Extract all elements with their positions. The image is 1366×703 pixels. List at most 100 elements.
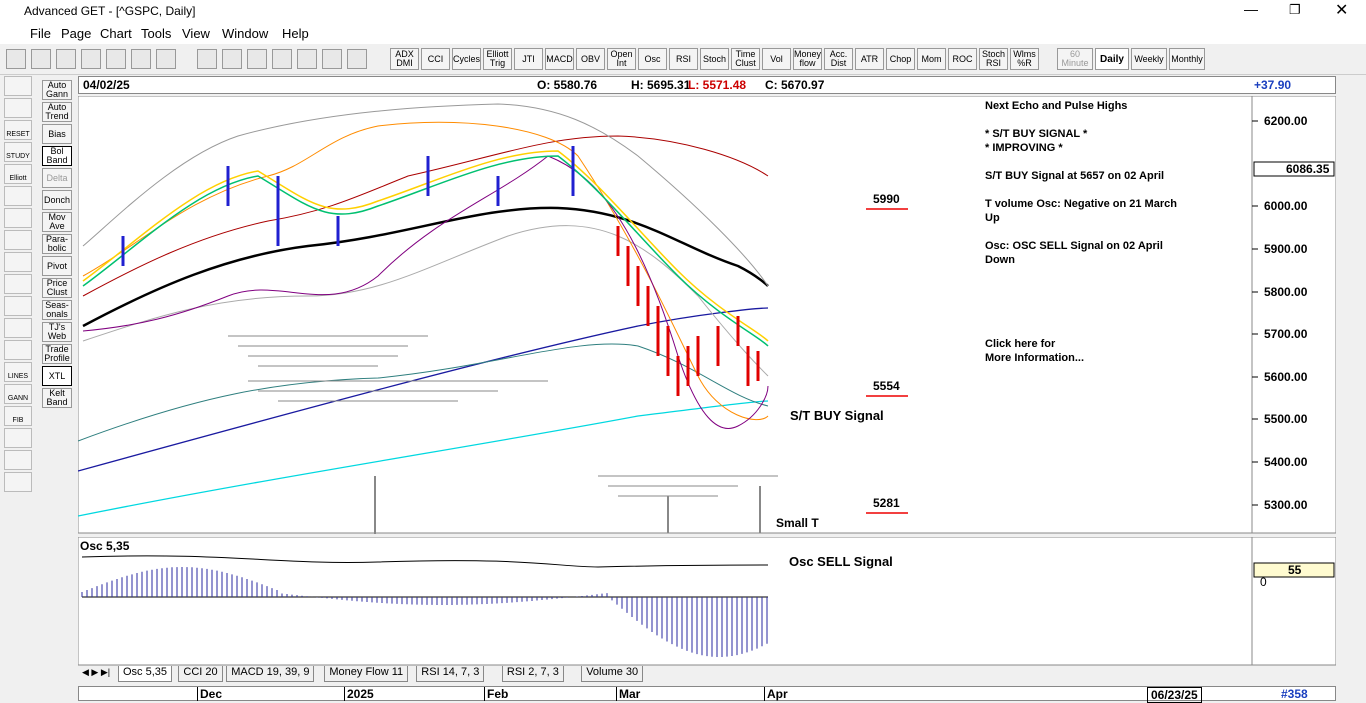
tool-icon[interactable] [6, 49, 26, 69]
timeframe-button[interactable]: Weekly [1131, 48, 1167, 70]
tool-icon[interactable] [247, 49, 267, 69]
left-tool[interactable]: LINES [4, 362, 32, 382]
left-tool[interactable] [4, 186, 32, 206]
timeframe-button[interactable]: Daily [1095, 48, 1129, 70]
left-tool[interactable] [4, 318, 32, 338]
left-tool[interactable] [4, 428, 32, 448]
menu-item[interactable]: View [182, 26, 210, 41]
study-button[interactable]: Auto Gann [42, 80, 72, 100]
menu-item[interactable]: Page [61, 26, 92, 41]
study-button[interactable]: Bol Band [42, 146, 72, 166]
tool-icon[interactable] [131, 49, 151, 69]
left-tool[interactable] [4, 340, 32, 360]
tool-icon[interactable] [106, 49, 126, 69]
study-button[interactable]: RSI [669, 48, 698, 70]
tool-icon[interactable] [81, 49, 101, 69]
menu-item[interactable]: Tools [141, 26, 172, 41]
more-info-link[interactable]: Click here for [985, 338, 1056, 350]
tool-icon[interactable] [56, 49, 76, 69]
left-tool[interactable] [4, 274, 32, 294]
timeframe-button[interactable]: 60 Minute [1057, 48, 1093, 70]
minimize[interactable]: — [1244, 1, 1258, 17]
study-button[interactable]: Elliott Trig [483, 48, 512, 70]
indicator-tab[interactable]: Volume 30 [581, 666, 644, 682]
level-label: 5554 [873, 379, 900, 393]
study-button[interactable]: Chop [886, 48, 915, 70]
study-button[interactable]: Stoch RSI [979, 48, 1008, 70]
study-button[interactable]: ATR [855, 48, 884, 70]
study-button[interactable]: ADX DMI [390, 48, 419, 70]
tool-icon[interactable] [31, 49, 51, 69]
study-button[interactable]: Money flow [793, 48, 822, 70]
study-button[interactable]: Time Clust [731, 48, 760, 70]
indicator-tab[interactable]: CCI 20 [178, 666, 223, 682]
current-price: 6086.35 [1286, 162, 1330, 176]
tool-icon[interactable] [322, 49, 342, 69]
study-button[interactable]: Stoch [700, 48, 729, 70]
study-button[interactable]: Price Clust [42, 278, 72, 298]
study-button[interactable]: Wlms %R [1010, 48, 1039, 70]
indicator-tab[interactable]: MACD 19, 39, 9 [226, 666, 315, 682]
study-button[interactable]: Osc [638, 48, 667, 70]
left-tool[interactable]: FIB [4, 406, 32, 426]
study-button[interactable]: Seas-onals [42, 300, 72, 320]
tool-icon[interactable] [222, 49, 242, 69]
tab-scroll[interactable]: ◀ ▶ ▶| [82, 667, 111, 677]
more-info-link[interactable]: More Information... [985, 352, 1084, 364]
study-button[interactable]: Acc. Dist [824, 48, 853, 70]
study-button[interactable]: MACD [545, 48, 574, 70]
left-tool[interactable] [4, 230, 32, 250]
study-button[interactable]: Para-bolic [42, 234, 72, 254]
left-tool[interactable] [4, 472, 32, 492]
price-tick-label: 5700.00 [1264, 327, 1308, 341]
left-tool[interactable] [4, 208, 32, 228]
study-button[interactable]: Delta [42, 168, 72, 188]
indicator-tab[interactable]: RSI 14, 7, 3 [416, 666, 485, 682]
left-tool[interactable] [4, 76, 32, 96]
tool-icon[interactable] [347, 49, 367, 69]
study-button[interactable]: OBV [576, 48, 605, 70]
study-button[interactable]: Cycles [452, 48, 481, 70]
menu-item[interactable]: Window [222, 26, 269, 41]
study-button[interactable]: Pivot [42, 256, 72, 276]
study-button[interactable]: CCI [421, 48, 450, 70]
study-button[interactable]: Kelt Band [42, 388, 72, 408]
study-button[interactable]: Open Int [607, 48, 636, 70]
tool-icon[interactable] [197, 49, 217, 69]
indicator-tab[interactable]: RSI 2, 7, 3 [501, 666, 564, 682]
study-button[interactable]: Mom [917, 48, 946, 70]
osc-value: 55 [1288, 563, 1302, 577]
left-tool[interactable] [4, 450, 32, 470]
indicator-tab[interactable]: Osc 5,35 [118, 666, 173, 682]
tool-icon[interactable] [156, 49, 176, 69]
study-button[interactable]: Mov Ave [42, 212, 72, 232]
study-button[interactable]: Vol [762, 48, 791, 70]
menu-item[interactable]: Help [282, 26, 309, 41]
study-button[interactable]: Donch [42, 190, 72, 210]
study-button[interactable]: ROC [948, 48, 977, 70]
maximize[interactable]: ❐ [1289, 2, 1301, 17]
tool-icon[interactable] [272, 49, 292, 69]
indicator-tab[interactable]: Money Flow 11 [324, 666, 409, 682]
study-button[interactable]: Bias [42, 124, 72, 144]
left-tool[interactable] [4, 252, 32, 272]
note-line: * IMPROVING * [985, 142, 1063, 154]
left-tool[interactable] [4, 98, 32, 118]
left-tool[interactable]: Elliott [4, 164, 32, 184]
study-button[interactable]: Auto Trend [42, 102, 72, 122]
study-button[interactable]: Trade Profile [42, 344, 72, 364]
left-tool[interactable]: GANN [4, 384, 32, 404]
left-tool[interactable]: RESET [4, 120, 32, 140]
study-button[interactable]: XTL [42, 366, 72, 386]
left-tool[interactable] [4, 296, 32, 316]
close[interactable]: ✕ [1335, 2, 1349, 19]
left-tool[interactable]: STUDY [4, 142, 32, 162]
study-button[interactable]: JTI [514, 48, 543, 70]
study-button[interactable]: TJ's Web [42, 322, 72, 342]
quote-open: O: 5580.76 [537, 78, 598, 92]
menu-item[interactable]: Chart [100, 26, 132, 41]
timeframe-button[interactable]: Monthly [1169, 48, 1205, 70]
study-toolbar: Auto Gann Auto Trend Bias Bol Band Delta Donc… [40, 80, 74, 420]
tool-icon[interactable] [297, 49, 317, 69]
menu-item[interactable]: File [30, 26, 51, 41]
